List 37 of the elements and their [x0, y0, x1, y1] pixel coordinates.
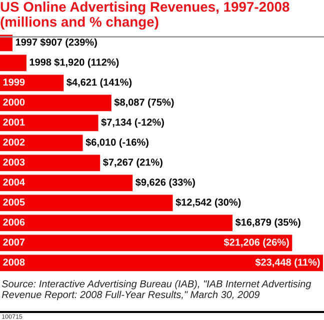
data-label: $12,542 (30%): [176, 198, 241, 208]
bar: [0, 194, 173, 212]
data-label: $6,010 (-16%): [86, 138, 148, 148]
bar: [0, 94, 112, 112]
chart-title: US Online Advertising Revenues, 1997-2008 (millions and % change): [0, 2, 290, 30]
data-label: $907 (239%): [40, 38, 97, 48]
data-label: $21,206 (26%): [224, 238, 289, 248]
y-tick-label: 2008: [3, 258, 25, 266]
data-label: $8,087 (75%): [114, 98, 174, 108]
y-tick-label: 2007: [3, 238, 25, 246]
bar: [0, 154, 100, 172]
y-tick-label: 1998: [30, 58, 52, 66]
data-label: $7,134 (-12%): [101, 118, 164, 128]
data-label: $1,920 (112%): [54, 58, 119, 68]
bar: [0, 74, 64, 92]
data-label: $7,267 (21%): [103, 158, 162, 168]
data-label: $9,626 (33%): [136, 178, 195, 188]
bar: [0, 234, 292, 252]
bar: [0, 54, 26, 72]
y-tick-label: 1997: [16, 38, 38, 46]
bar: [0, 174, 133, 192]
y-tick-label: 2005: [3, 198, 25, 206]
bar: [0, 134, 83, 152]
y-tick-label: 2004: [3, 178, 25, 186]
data-label: $4,621 (141%): [66, 78, 132, 88]
data-label: $23,448 (11%): [255, 258, 320, 268]
annotation: Source: Interactive Advertising Bureau (IAB), "IAB Internet Advertising Revenue Report: 2008 Full-Year Results," March 30, 2009: [2, 280, 312, 300]
bar: [0, 214, 233, 232]
data-label: $16,879 (35%): [235, 218, 300, 228]
y-tick-label: 2002: [3, 138, 25, 146]
bar: [0, 114, 98, 132]
y-tick-label: 2001: [3, 118, 25, 126]
y-tick-label: 2000: [3, 98, 25, 106]
bar: [0, 254, 324, 272]
y-tick-label: 2003: [3, 158, 25, 166]
y-tick-label: 1999: [3, 78, 25, 86]
y-tick-label: 2006: [3, 218, 25, 226]
